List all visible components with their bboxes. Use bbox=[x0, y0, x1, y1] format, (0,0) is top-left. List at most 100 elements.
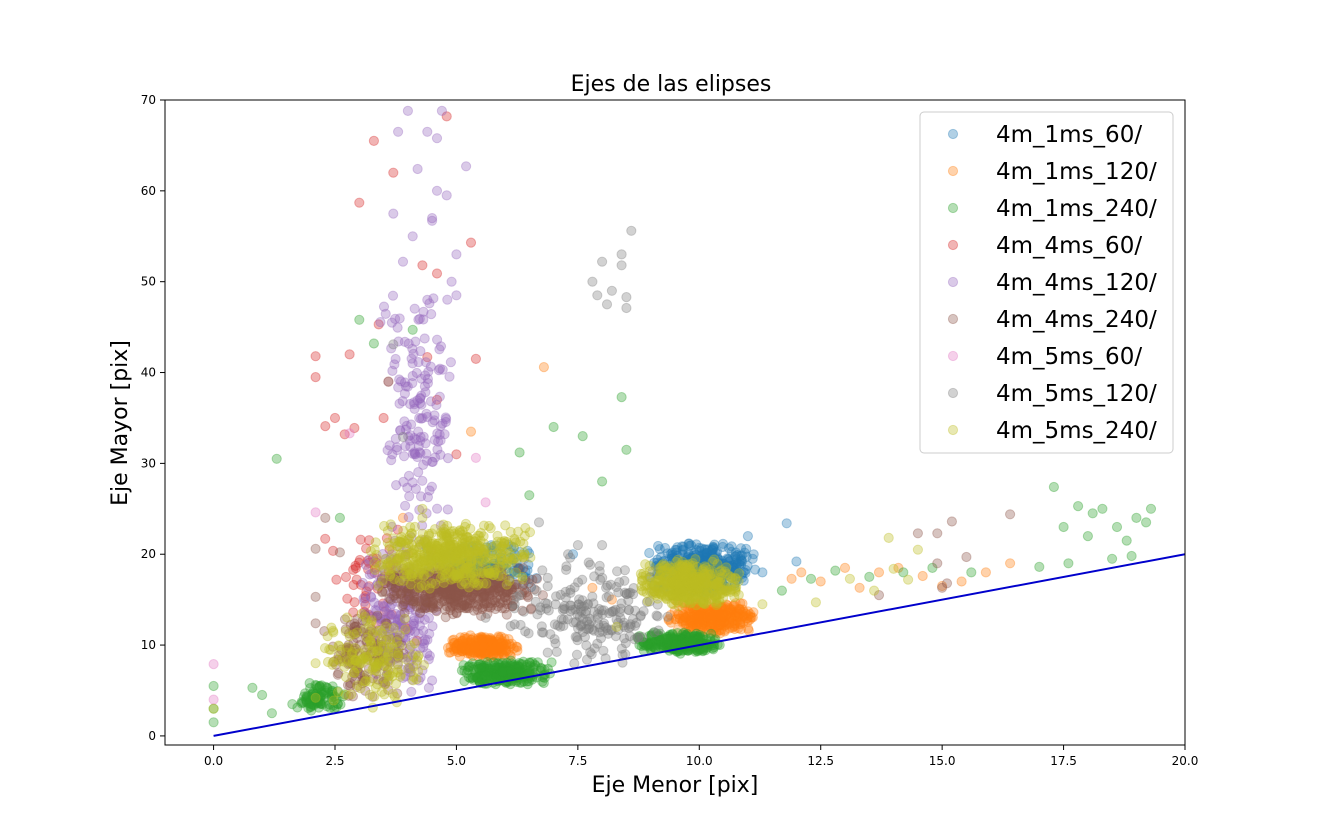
data-point bbox=[674, 613, 685, 624]
data-point bbox=[735, 617, 746, 628]
data-point bbox=[593, 619, 604, 630]
data-point bbox=[649, 627, 660, 638]
data-point bbox=[698, 563, 709, 574]
data-point bbox=[699, 561, 711, 572]
data-point bbox=[451, 449, 462, 460]
data-point bbox=[684, 540, 695, 551]
data-point bbox=[587, 582, 598, 593]
data-point bbox=[707, 545, 718, 556]
data-point bbox=[300, 694, 311, 705]
data-point bbox=[731, 554, 742, 565]
data-point bbox=[717, 570, 728, 582]
data-point bbox=[659, 579, 670, 590]
data-point bbox=[681, 574, 692, 585]
data-point bbox=[650, 561, 661, 572]
data-point bbox=[688, 560, 699, 571]
data-point bbox=[652, 611, 663, 622]
data-point bbox=[687, 581, 698, 592]
data-point bbox=[912, 544, 924, 555]
data-point bbox=[407, 231, 418, 242]
data-point bbox=[682, 551, 693, 563]
data-point bbox=[718, 558, 730, 570]
data-point bbox=[621, 588, 632, 600]
data-point bbox=[427, 675, 438, 686]
data-point bbox=[497, 666, 508, 677]
data-point bbox=[492, 566, 503, 577]
data-point bbox=[681, 560, 692, 572]
data-point bbox=[1082, 531, 1094, 542]
data-point bbox=[498, 579, 509, 590]
data-point bbox=[704, 557, 715, 568]
data-point bbox=[724, 556, 735, 567]
legend-marker bbox=[947, 165, 959, 177]
data-point bbox=[627, 614, 639, 625]
data-point bbox=[707, 551, 718, 562]
data-point bbox=[684, 574, 695, 585]
data-point bbox=[432, 334, 443, 345]
data-point bbox=[671, 577, 682, 588]
data-point bbox=[697, 566, 708, 578]
data-point bbox=[710, 561, 721, 572]
data-point bbox=[698, 557, 709, 568]
data-point bbox=[703, 561, 714, 573]
data-point bbox=[739, 547, 750, 558]
data-point bbox=[702, 611, 713, 623]
data-point bbox=[460, 557, 471, 568]
data-point bbox=[980, 567, 992, 578]
data-point bbox=[710, 563, 721, 575]
data-point bbox=[684, 538, 695, 549]
data-point bbox=[400, 500, 411, 511]
data-point bbox=[719, 583, 730, 595]
data-point bbox=[475, 552, 486, 563]
series-4m-1ms-60 bbox=[421, 518, 802, 600]
data-point bbox=[686, 581, 697, 592]
data-point bbox=[467, 564, 478, 576]
data-point bbox=[480, 670, 491, 681]
data-point bbox=[514, 447, 525, 458]
data-point bbox=[700, 569, 711, 580]
data-point bbox=[665, 563, 676, 574]
data-point bbox=[722, 553, 733, 564]
data-point bbox=[707, 573, 718, 584]
legend: 4m_1ms_60/4m_1ms_120/4m_1ms_240/4m_4ms_6… bbox=[919, 111, 1174, 454]
data-point bbox=[702, 552, 713, 563]
data-point bbox=[611, 621, 622, 633]
data-point bbox=[471, 563, 482, 574]
data-point bbox=[721, 565, 732, 576]
data-point bbox=[706, 561, 717, 572]
data-point bbox=[465, 426, 477, 437]
data-point bbox=[683, 565, 695, 576]
data-point bbox=[531, 573, 542, 584]
data-point bbox=[407, 596, 419, 607]
data-point bbox=[726, 546, 737, 557]
data-point bbox=[349, 667, 360, 679]
legend-label: 4m_5ms_120/ bbox=[996, 381, 1157, 407]
data-point bbox=[932, 528, 943, 539]
data-point bbox=[322, 631, 333, 642]
data-point bbox=[700, 569, 711, 580]
data-point bbox=[653, 583, 664, 594]
data-point bbox=[488, 644, 499, 655]
data-point bbox=[736, 550, 747, 561]
data-point bbox=[662, 611, 673, 622]
data-point bbox=[346, 689, 357, 700]
legend-marker bbox=[947, 239, 959, 251]
data-point bbox=[692, 566, 703, 577]
data-point bbox=[470, 547, 481, 558]
data-point bbox=[732, 558, 743, 569]
data-point bbox=[704, 560, 715, 572]
data-point bbox=[956, 576, 967, 587]
data-point bbox=[431, 185, 443, 196]
data-point bbox=[693, 562, 704, 573]
data-point bbox=[416, 413, 427, 424]
data-point bbox=[616, 260, 627, 271]
data-point bbox=[712, 559, 723, 570]
data-point bbox=[681, 558, 692, 569]
data-point bbox=[525, 582, 537, 593]
data-point bbox=[438, 549, 450, 561]
data-point bbox=[208, 694, 219, 705]
data-point bbox=[689, 577, 700, 588]
data-point bbox=[383, 646, 394, 658]
legend-label: 4m_4ms_240/ bbox=[996, 307, 1157, 333]
data-point bbox=[561, 561, 572, 572]
